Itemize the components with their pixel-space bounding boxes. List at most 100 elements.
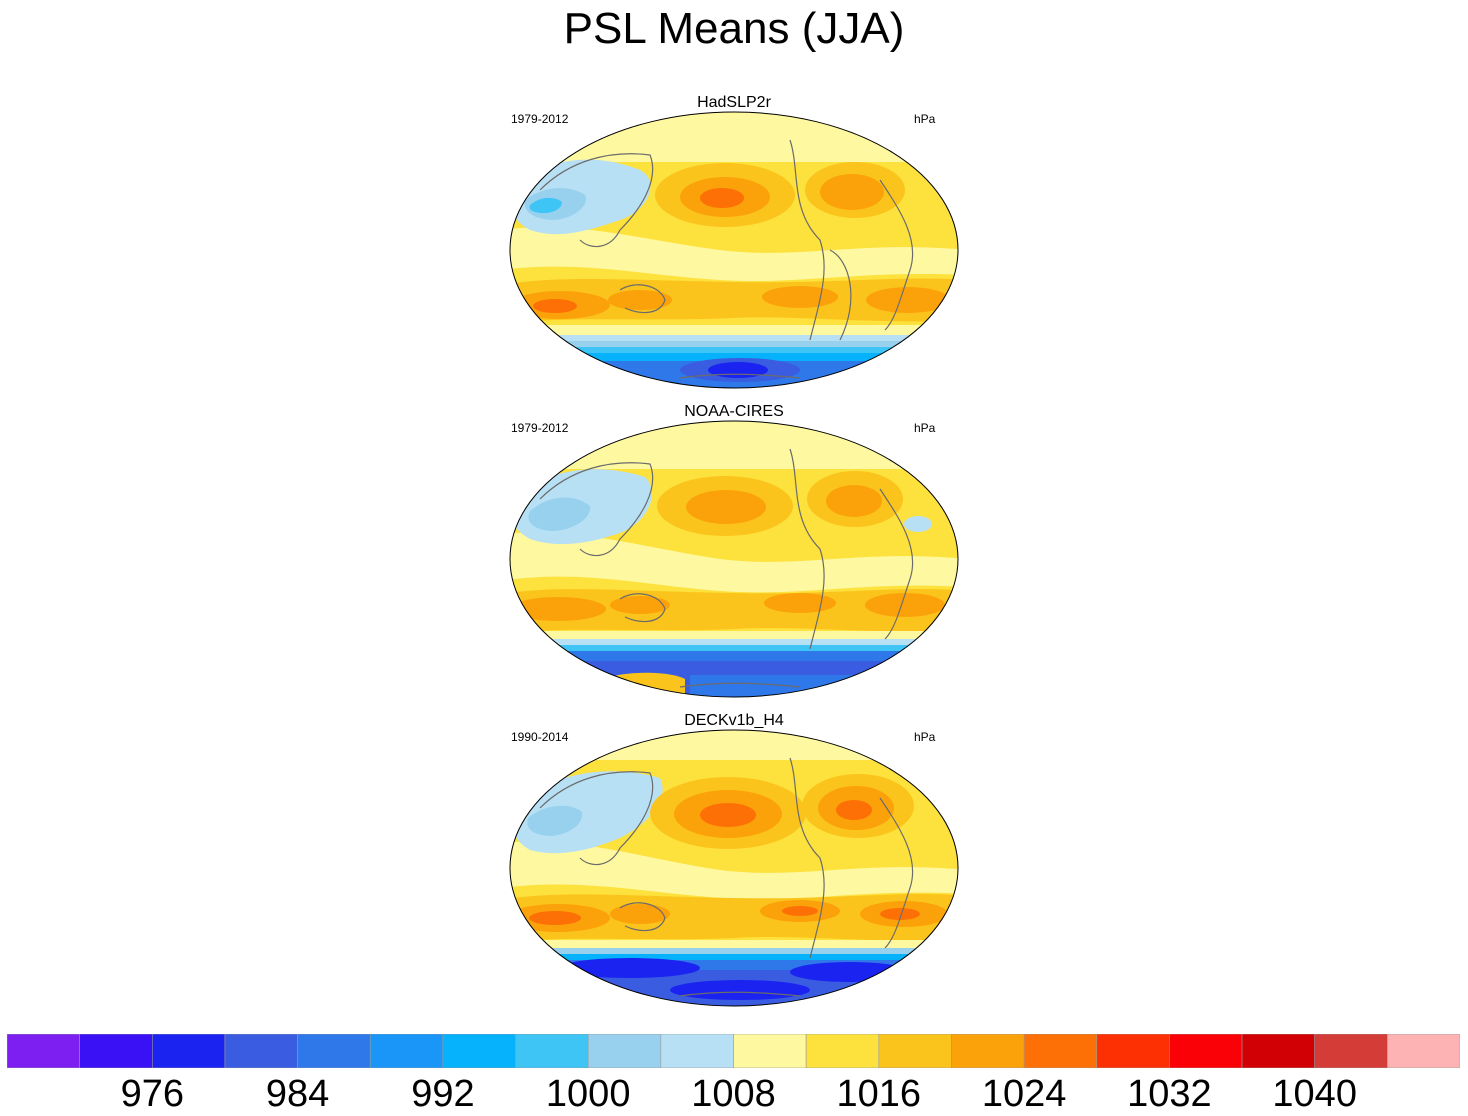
- contour-high: [533, 299, 577, 313]
- contour-high: [529, 911, 581, 925]
- contour-high: [608, 290, 672, 310]
- contour-low: [790, 962, 910, 982]
- contour-high: [510, 597, 606, 621]
- colorbar-swatch: [152, 1034, 226, 1068]
- contour-high: [700, 803, 756, 827]
- contour-low: [904, 516, 932, 532]
- contour-band: [510, 631, 958, 639]
- pressure-map: [509, 111, 959, 389]
- contour-band: [510, 325, 958, 335]
- coastlines: [539, 139, 914, 379]
- contour-low: [529, 197, 562, 214]
- contour-high: [762, 286, 838, 308]
- colorbar-labels: 976 984 992 1000 1008 1016 1024 1032 1040: [0, 1072, 1468, 1116]
- colorbar-swatch: [1096, 1034, 1170, 1068]
- contour-band: [510, 112, 958, 162]
- panel-title: HadSLP2r: [697, 94, 771, 111]
- map-border: [509, 420, 959, 698]
- contour-high: [826, 485, 882, 517]
- figure-title: PSL Means (JJA): [563, 4, 905, 53]
- contour-band: [510, 841, 958, 900]
- contour-high: [836, 800, 872, 820]
- contour-band: [510, 954, 958, 960]
- colorbar-tick-label: 984: [265, 1073, 330, 1115]
- colorbar-swatch: [1241, 1034, 1316, 1068]
- colorbar-swatch: [515, 1034, 589, 1068]
- contour-high: [866, 287, 950, 313]
- colorbar-swatch: [1169, 1034, 1243, 1068]
- contour-band: [510, 948, 958, 954]
- contour-low: [670, 980, 810, 1000]
- contour-band: [510, 341, 958, 347]
- coastlines: [539, 757, 914, 997]
- colorbar-swatch: [442, 1034, 516, 1068]
- contour-band: [510, 730, 958, 760]
- colorbar-swatch: [805, 1034, 880, 1068]
- panel-units: hPa: [914, 112, 936, 126]
- contour-band: [510, 940, 958, 948]
- contour-band: [510, 335, 958, 341]
- contour-band: [510, 347, 958, 353]
- contour-band: [510, 227, 958, 282]
- pressure-map: [509, 729, 959, 1007]
- coastlines: [539, 448, 914, 688]
- contour-high: [686, 490, 766, 524]
- map-panel-hadslp2r: HadSLP2r 1979-2012 hPa: [500, 94, 968, 400]
- map-border: [509, 729, 959, 1007]
- contour-band: [510, 639, 958, 645]
- contour-high: [610, 904, 670, 924]
- contour-high: [820, 174, 884, 210]
- map-panel-deckv1b-h4: DECKv1b_H4 1990-2014 hPa: [500, 712, 968, 1018]
- colorbar-swatch: [1387, 1034, 1460, 1068]
- contour-high: [610, 596, 670, 614]
- contour-band: [510, 894, 958, 944]
- map-panel-noaa-cires: NOAA-CIRES 1979-2012 hPa: [500, 403, 968, 709]
- contour-low: [708, 362, 768, 378]
- colorbar-tick-label: 1032: [1127, 1073, 1212, 1115]
- colorbar-swatch: [878, 1034, 952, 1068]
- colorbar-swatch: [224, 1034, 298, 1068]
- colorbar-tick-label: 1024: [981, 1073, 1067, 1115]
- colorbar-swatch: [587, 1034, 662, 1068]
- map-border: [509, 111, 959, 389]
- colorbar-swatch: [369, 1034, 444, 1068]
- contour-low: [560, 958, 700, 978]
- panel-title: NOAA-CIRES: [684, 403, 784, 420]
- panel-period: 1979-2012: [511, 112, 569, 126]
- colorbar-tick-label: 1000: [545, 1073, 631, 1115]
- panel-period: 1990-2014: [511, 730, 569, 744]
- colorbar-swatch: [733, 1034, 807, 1068]
- contour-low: [528, 497, 591, 531]
- colorbar-tick-label: 1040: [1272, 1073, 1357, 1115]
- panel-units: hPa: [914, 421, 936, 435]
- contour-high: [764, 593, 836, 613]
- colorbar-tick-label: 1008: [691, 1073, 776, 1115]
- colorbar-swatch: [79, 1034, 153, 1068]
- contour-high: [865, 593, 945, 617]
- contour-band: [510, 960, 958, 970]
- colorbar-tick-label: 992: [411, 1073, 475, 1115]
- contour-band: [510, 651, 958, 661]
- contour-high: [782, 906, 818, 916]
- contour-band: [690, 675, 958, 697]
- contour-band: [510, 421, 958, 469]
- contour-band: [510, 532, 958, 593]
- colorbar-swatch: [1023, 1034, 1098, 1068]
- contour-band: [510, 353, 958, 361]
- colorbar-swatch: [1314, 1034, 1388, 1068]
- colorbar: [7, 1034, 1460, 1068]
- colorbar-tick-label: 1016: [836, 1073, 922, 1115]
- colorbar-swatch: [7, 1034, 80, 1068]
- panel-title: DECKv1b_H4: [684, 712, 784, 729]
- colorbar-swatch: [660, 1034, 734, 1068]
- contour-high: [880, 908, 920, 920]
- colorbar-tick-label: 976: [120, 1073, 184, 1115]
- contour-band: [510, 645, 958, 651]
- panel-units: hPa: [914, 730, 936, 744]
- panel-period: 1979-2012: [511, 421, 569, 435]
- contour-high: [700, 188, 744, 208]
- colorbar-swatch: [297, 1034, 371, 1068]
- contour-low: [527, 805, 583, 836]
- pressure-map: [509, 420, 959, 698]
- colorbar-swatch: [951, 1034, 1025, 1068]
